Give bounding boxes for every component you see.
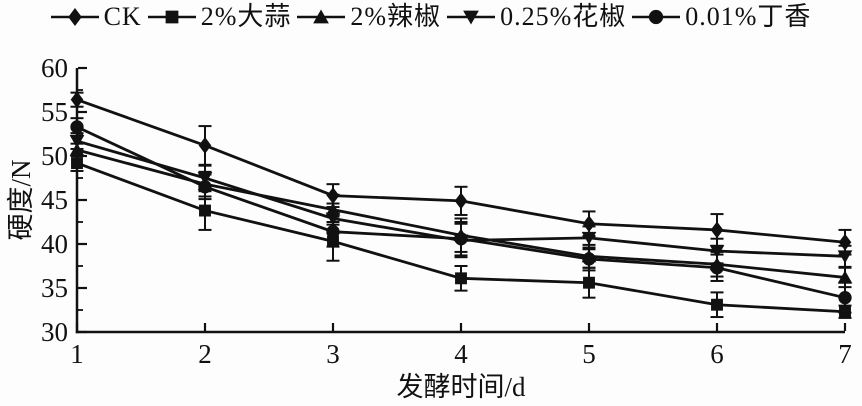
circle-icon bbox=[326, 225, 340, 239]
circle-icon bbox=[838, 291, 852, 305]
square-icon bbox=[71, 157, 83, 169]
square-icon bbox=[583, 276, 595, 289]
diamond-icon bbox=[70, 91, 84, 109]
legend-item-0: CK bbox=[50, 2, 142, 32]
square-icon bbox=[711, 298, 723, 311]
square-icon bbox=[199, 204, 211, 217]
circle-icon bbox=[454, 232, 468, 246]
diamond-icon bbox=[67, 8, 82, 26]
square-icon bbox=[839, 305, 851, 318]
x-axis-title: 发酵时间/d bbox=[396, 372, 526, 402]
x-tick-label: 1 bbox=[70, 339, 84, 369]
triangle-down-icon bbox=[709, 245, 725, 259]
diamond-icon bbox=[454, 192, 468, 210]
diamond-icon bbox=[582, 215, 596, 233]
x-tick-label: 5 bbox=[582, 339, 596, 369]
x-tick-label: 7 bbox=[838, 339, 852, 369]
diamond-icon bbox=[326, 187, 340, 204]
legend-label: 2%辣椒 bbox=[350, 2, 442, 31]
x-tick-label: 4 bbox=[454, 339, 468, 369]
legend-marker-swatch bbox=[632, 9, 681, 25]
y-tick-label: 50 bbox=[41, 141, 68, 171]
legend-label: 0.25%花椒 bbox=[500, 2, 627, 31]
square-icon bbox=[327, 235, 339, 248]
circle-icon bbox=[582, 252, 596, 266]
circle-icon bbox=[649, 9, 664, 25]
triangle-down-icon bbox=[325, 212, 341, 226]
y-tick-label: 40 bbox=[41, 229, 68, 259]
y-tick-label: 60 bbox=[41, 53, 68, 83]
chart-legend: CK 2%大蒜 2%辣椒 0.25%花椒 0.01%丁香 bbox=[0, 2, 862, 32]
triangle-up-icon bbox=[837, 270, 853, 284]
y-tick-label: 35 bbox=[41, 273, 68, 303]
legend-marker-swatch bbox=[297, 9, 346, 24]
legend-item-2: 2%辣椒 bbox=[297, 2, 441, 32]
circle-icon bbox=[198, 180, 212, 194]
triangle-up-icon bbox=[69, 142, 85, 156]
triangle-down-icon bbox=[69, 135, 85, 149]
legend-marker-swatch bbox=[50, 8, 99, 26]
circle-icon bbox=[710, 261, 724, 275]
legend-item-3: 0.25%花椒 bbox=[447, 2, 626, 32]
series-0-markers bbox=[70, 91, 852, 251]
diamond-icon bbox=[710, 221, 724, 239]
legend-label: CK bbox=[103, 2, 142, 31]
triangle-up-icon bbox=[325, 202, 341, 216]
x-tick-label: 2 bbox=[198, 339, 212, 369]
y-axis-title: 硬度/N bbox=[6, 160, 36, 241]
legend-label: 0.01%丁香 bbox=[685, 2, 812, 31]
x-tick-label: 6 bbox=[710, 339, 724, 369]
triangle-down-icon bbox=[197, 172, 213, 185]
legend-item-1: 2%大蒜 bbox=[147, 2, 292, 32]
y-tick-label: 30 bbox=[41, 317, 68, 347]
x-tick-label: 3 bbox=[326, 339, 340, 369]
square-icon bbox=[455, 272, 467, 285]
circle-icon bbox=[70, 120, 84, 134]
y-tick-label: 45 bbox=[41, 185, 68, 215]
y-tick-label: 55 bbox=[41, 97, 68, 127]
legend-marker-swatch bbox=[147, 10, 196, 24]
legend-item-4: 0.01%丁香 bbox=[632, 2, 811, 32]
diamond-icon bbox=[838, 233, 852, 251]
triangle-down-icon bbox=[463, 10, 479, 25]
series-1-markers bbox=[71, 157, 851, 318]
triangle-up-icon bbox=[313, 9, 330, 24]
legend-label: 2%大蒜 bbox=[200, 2, 292, 31]
triangle-down-icon bbox=[837, 250, 853, 264]
legend-marker-swatch bbox=[447, 10, 496, 25]
square-icon bbox=[165, 10, 179, 24]
triangle-down-icon bbox=[581, 231, 597, 245]
series-4-markers bbox=[70, 120, 852, 305]
diamond-icon bbox=[198, 137, 212, 154]
